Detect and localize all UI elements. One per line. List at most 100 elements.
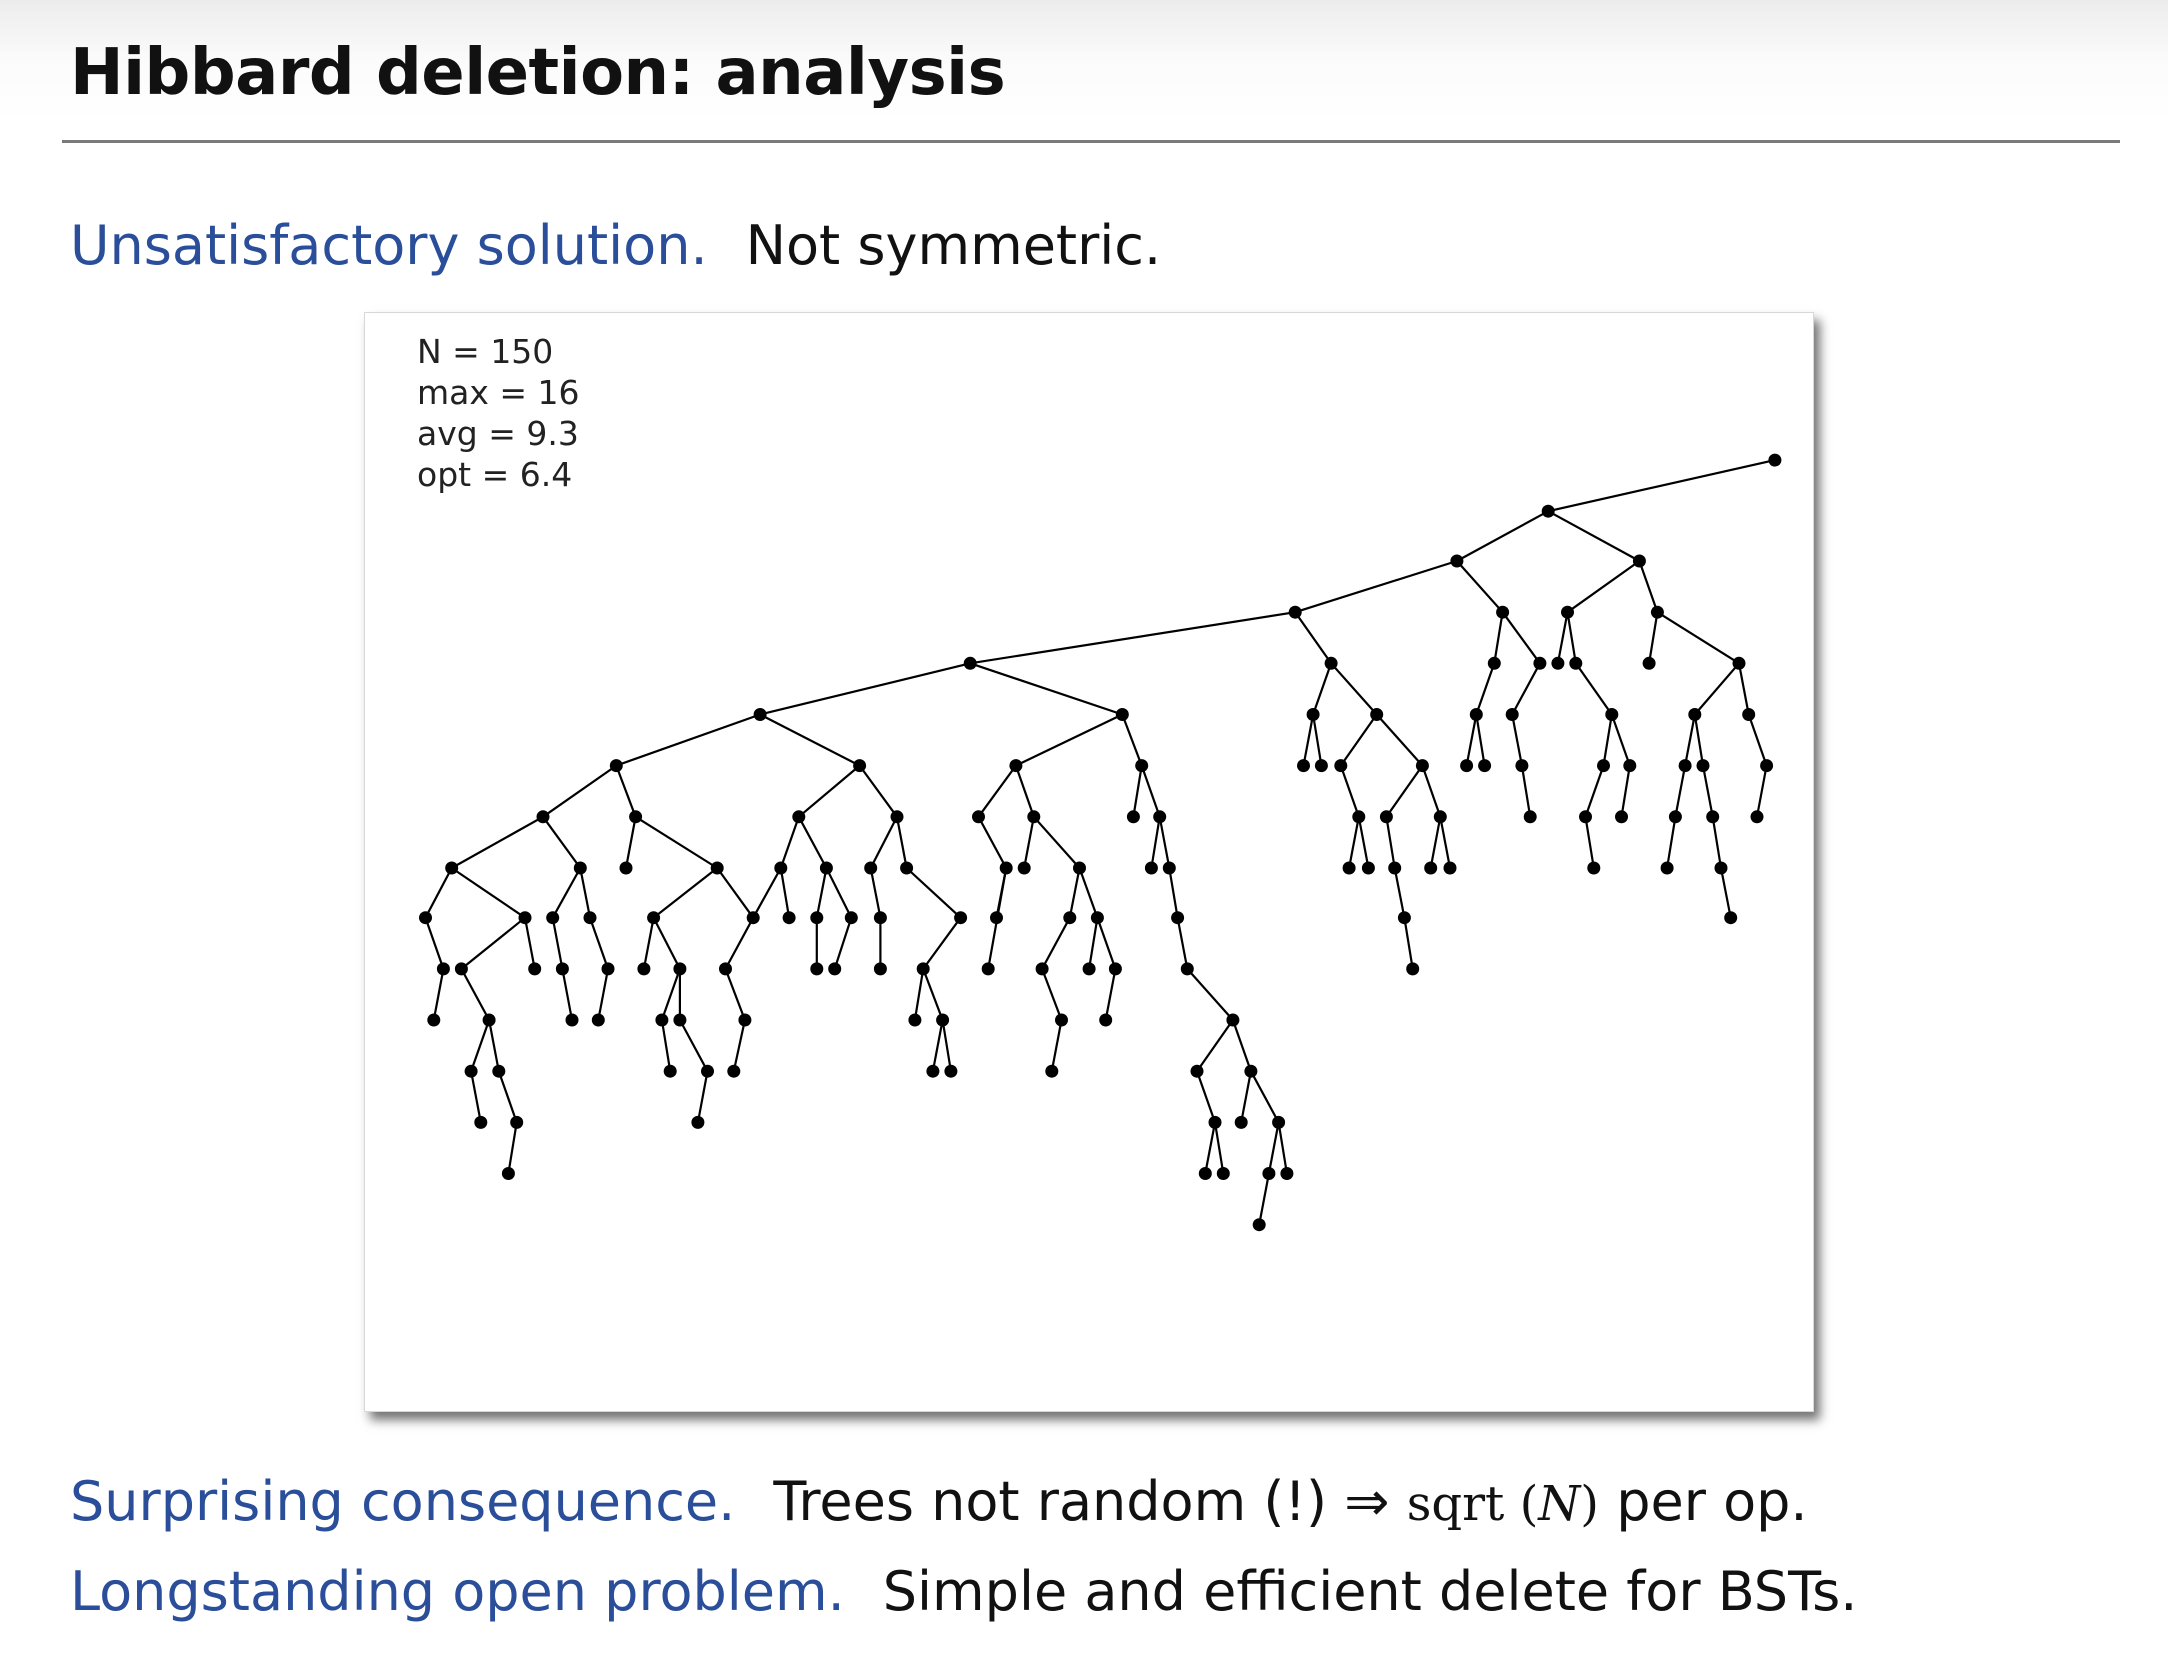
tree-edge — [1249, 1070, 1280, 1123]
tree-node — [647, 911, 661, 925]
tree-node — [1668, 810, 1682, 824]
tree-edge — [1511, 662, 1541, 716]
tree-node — [810, 911, 824, 925]
tree-node — [1314, 759, 1328, 773]
tree-edge — [759, 662, 971, 716]
tree-node — [1605, 708, 1619, 721]
tree-edge — [497, 1070, 518, 1123]
tree-node — [873, 911, 887, 925]
tree-edge — [1456, 560, 1504, 613]
tree-edge — [1475, 662, 1496, 715]
implies-arrow: ⇒ — [1344, 1470, 1390, 1533]
statement-lead: Unsatisfactory solution. — [70, 214, 708, 277]
tree-edge — [1104, 968, 1117, 1021]
tree-edge — [1330, 662, 1378, 716]
tree-edge — [1258, 1173, 1270, 1225]
tree-edge — [1267, 1122, 1280, 1174]
tree-edge — [470, 1019, 491, 1072]
tree-node — [1579, 810, 1592, 824]
tree-edge — [1014, 765, 1035, 818]
tree-node — [492, 1064, 506, 1078]
tree-edge — [1121, 714, 1143, 766]
tree-node — [619, 861, 633, 875]
tree-node — [546, 911, 560, 925]
tree-node — [727, 1064, 741, 1078]
tree-edge — [1638, 560, 1659, 613]
tree-node — [1388, 861, 1402, 875]
tree-edge — [913, 968, 925, 1021]
title-divider — [62, 140, 2120, 143]
tree-edge — [1032, 816, 1081, 869]
tree-node — [591, 1013, 605, 1027]
tree-stats: N = 150 max = 16 avg = 9.3 opt = 6.4 — [417, 331, 580, 495]
tree-edge — [1684, 714, 1696, 766]
tree-edge — [1176, 917, 1189, 970]
tree-node — [1397, 911, 1411, 925]
tree-node — [853, 759, 867, 773]
tree-node — [873, 962, 887, 976]
tree-node — [663, 1064, 677, 1078]
tree-edge — [895, 816, 908, 869]
tree-edge — [1747, 714, 1768, 766]
tree-node — [1115, 708, 1129, 721]
tree-edge — [1547, 459, 1776, 513]
tree-edge — [1231, 1019, 1252, 1072]
tree-edge — [678, 1019, 709, 1072]
tree-node — [864, 861, 878, 875]
tree-edge — [1041, 968, 1063, 1021]
tree-edge — [798, 764, 861, 818]
tree-node — [1650, 605, 1664, 619]
tree-edge — [451, 867, 526, 919]
tree-node — [774, 861, 788, 875]
tree-node — [954, 911, 968, 925]
statement-text-tail: per op. — [1616, 1470, 1808, 1533]
tree-edge — [1501, 611, 1541, 664]
tree-node — [1234, 1115, 1248, 1129]
tree-edge — [1339, 713, 1378, 767]
tree-edge — [977, 764, 1017, 818]
tree-node — [1541, 504, 1555, 518]
tree-node — [1017, 861, 1031, 875]
tree-node — [936, 1013, 950, 1027]
tree-node — [1760, 759, 1774, 773]
tree-node — [673, 1013, 687, 1027]
tree-edge — [1701, 765, 1714, 818]
statement-text: Trees not random (!) — [773, 1470, 1328, 1533]
tree-edge — [1088, 917, 1099, 970]
tree-node — [1361, 861, 1375, 875]
tree-edge — [1294, 559, 1458, 614]
tree-node — [474, 1115, 488, 1129]
tree-edge — [561, 968, 574, 1021]
tree-edge — [1204, 1122, 1217, 1174]
tree-node — [1126, 810, 1140, 824]
tree-edge — [1375, 713, 1424, 767]
tree-edge — [1240, 1070, 1252, 1123]
tree-edge — [660, 968, 681, 1021]
tree-node — [792, 810, 806, 824]
tree-node — [1099, 1013, 1113, 1027]
tree-node — [1324, 656, 1338, 670]
tree-node — [1424, 861, 1438, 875]
tree-edge — [1711, 816, 1723, 869]
tree-edge — [1511, 714, 1523, 766]
tree-edge — [1429, 816, 1442, 869]
tree-edge — [779, 816, 800, 869]
tree-edge — [1620, 765, 1631, 817]
tree-edge — [1023, 816, 1035, 869]
tree-edge — [652, 917, 681, 970]
tree-node — [1073, 861, 1086, 875]
tree-node — [1297, 759, 1310, 773]
tree-node — [427, 1013, 441, 1027]
tree-node — [1306, 708, 1320, 721]
tree-edge — [716, 867, 755, 919]
tree-edge — [432, 968, 445, 1021]
tree-node — [1660, 861, 1674, 875]
tree-node — [1082, 962, 1096, 976]
bst-figure: N = 150 max = 16 avg = 9.3 opt = 6.4 — [364, 312, 1814, 1412]
tree-node — [1632, 554, 1646, 568]
statement-unsatisfactory: Unsatisfactory solution. Not symmetric. — [70, 214, 1161, 277]
tree-node — [782, 911, 796, 925]
tree-node — [1523, 810, 1537, 824]
tree-node — [1272, 1115, 1286, 1129]
tree-node — [1280, 1167, 1294, 1180]
